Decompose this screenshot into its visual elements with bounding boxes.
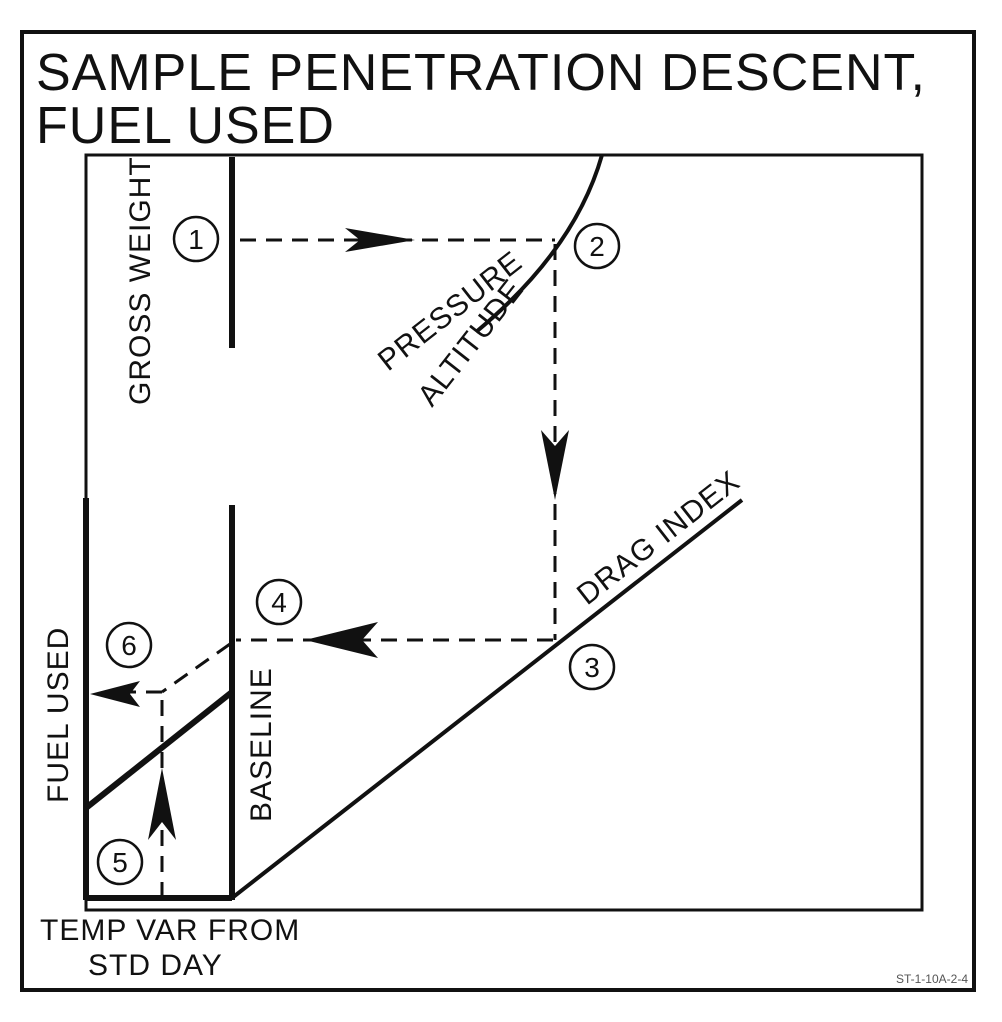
baseline-label: BASELINE — [245, 667, 278, 822]
outer-frame — [20, 30, 976, 992]
svg-text:3: 3 — [584, 652, 600, 683]
drag-index-line — [230, 498, 744, 900]
arrow-left-icon — [305, 622, 378, 658]
arrow-left-small-icon — [90, 681, 140, 707]
pressure-altitude-curve — [474, 154, 604, 334]
svg-text:4: 4 — [271, 587, 287, 618]
svg-text:1: 1 — [188, 224, 204, 255]
step-marker-4: 4 — [255, 578, 303, 626]
step-marker-6: 6 — [105, 621, 153, 669]
temp-var-label-line-2: STD DAY — [88, 949, 223, 982]
svg-text:5: 5 — [112, 847, 128, 878]
temperature-correction-line — [84, 689, 234, 811]
step-marker-5: 5 — [96, 838, 144, 886]
title-line-2: FUEL USED — [36, 97, 335, 155]
arrow-right-icon — [345, 228, 415, 252]
arrow-down-icon — [541, 430, 569, 500]
arrow-up-icon — [148, 768, 176, 840]
step-marker-1: 1 — [172, 215, 220, 263]
svg-text:6: 6 — [121, 630, 137, 661]
step-marker-2: 2 — [573, 222, 621, 270]
path-step-4-diagonal — [161, 642, 231, 694]
temp-var-label-line-1: TEMP VAR FROM — [40, 914, 300, 947]
drag-index-label: DRAG INDEX — [571, 464, 746, 611]
title-line-1: SAMPLE PENETRATION DESCENT, — [36, 44, 926, 102]
fuel-used-label: FUEL USED — [42, 627, 75, 803]
step-marker-3: 3 — [568, 643, 616, 691]
gross-weight-label: GROSS WEIGHT — [124, 156, 157, 405]
figure-code: ST-1-10A-2-4 — [896, 972, 968, 986]
svg-text:2: 2 — [589, 231, 605, 262]
